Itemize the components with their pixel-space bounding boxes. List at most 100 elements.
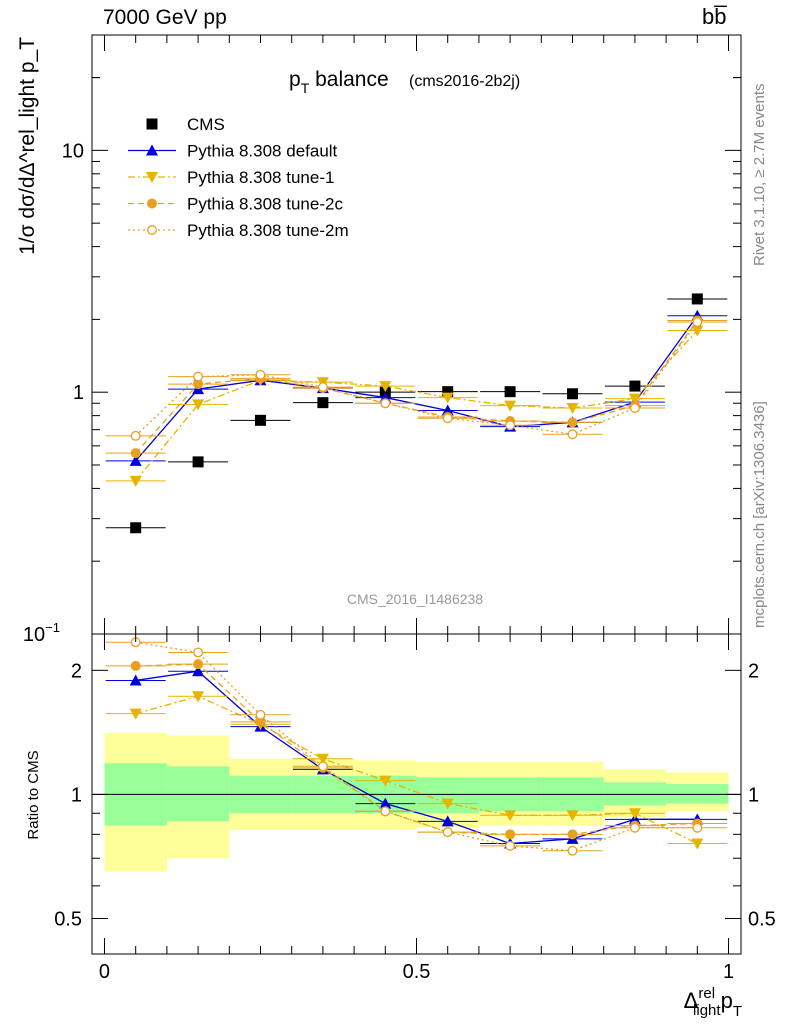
main-y-axis-label: 1/σ dσ/dΔ^rel_light p_T	[16, 37, 39, 255]
main-data-point	[442, 386, 454, 398]
chart-title-main: p	[289, 68, 301, 91]
main-data-point	[567, 388, 579, 400]
ratio-data-point	[129, 708, 142, 720]
main-data-point	[567, 417, 578, 428]
ratio-data-point	[566, 810, 579, 822]
analysis-watermark: CMS_2016_I1486238	[347, 591, 483, 607]
main-data-point	[129, 454, 142, 466]
main-data-point	[505, 420, 516, 431]
ratio-band-inner	[603, 782, 667, 806]
ratio-data-point	[192, 691, 205, 703]
main-data-point	[566, 403, 579, 415]
legend-label: Pythia 8.308 default	[187, 142, 338, 161]
main-data-point	[192, 456, 204, 468]
main-data-point	[567, 429, 578, 440]
main-data-point	[629, 403, 640, 413]
main-y-tick-label: 10−1	[23, 620, 60, 646]
main-series-line	[135, 320, 698, 454]
main-data-point	[192, 399, 205, 411]
ratio-y-tick-label-right: 2	[748, 660, 759, 682]
ratio-data-point	[567, 829, 578, 840]
ratio-data-point	[192, 665, 205, 677]
x-axis-label-tail-sub: T	[733, 1003, 742, 1020]
main-data-point	[130, 430, 141, 441]
ratio-data-point	[129, 674, 142, 686]
main-data-point	[504, 400, 517, 412]
legend-label: Pythia 8.308 tune-2m	[187, 221, 349, 240]
ratio-data-point	[692, 822, 703, 833]
x-axis-label-main: Δ	[684, 988, 699, 1013]
main-data-point	[317, 382, 328, 393]
legend-marker	[146, 118, 158, 130]
main-data-point	[130, 522, 142, 534]
header-process: 7000 GeV pp	[103, 6, 227, 29]
ratio-y-axis-label: Ratio to CMS	[25, 750, 42, 839]
ratio-data-point	[380, 806, 391, 817]
main-data-point	[691, 293, 703, 305]
main-data-point	[442, 413, 453, 424]
main-data-point	[193, 371, 204, 382]
ratio-data-point	[130, 660, 141, 671]
chart-title: pT balance	[289, 68, 389, 96]
main-data-point	[691, 325, 704, 337]
main-y-tick-exponent: −1	[45, 620, 60, 635]
main-data-point	[629, 380, 641, 392]
legend-label: Pythia 8.308 tune-2c	[187, 195, 343, 214]
legend-marker	[147, 225, 157, 235]
ratio-y-tick-label: 2	[71, 660, 82, 682]
ratio-y-tick-label: 0.5	[54, 908, 82, 930]
x-axis-label: Δrel lightpT	[684, 985, 742, 1020]
ratio-data-point	[379, 797, 392, 809]
main-data-point	[441, 392, 454, 404]
ratio-data-point	[629, 822, 640, 833]
main-data-point	[380, 398, 391, 409]
header-final-state: bb̅	[702, 4, 727, 29]
main-data-point	[692, 317, 703, 328]
ratio-y-tick-label-right: 1	[748, 784, 759, 806]
ratio-y-tick-label-right: 0.5	[748, 908, 776, 930]
main-series-line	[135, 321, 698, 437]
ratio-series-line	[135, 695, 698, 845]
ratio-data-point	[442, 827, 453, 838]
ratio-data-point	[255, 716, 266, 727]
ratio-y-tick-label: 1	[71, 784, 82, 806]
legend-marker	[147, 198, 157, 209]
main-data-point	[379, 381, 392, 393]
x-tick-label: 1	[723, 961, 734, 983]
x-axis-label-tail: p	[721, 988, 733, 1013]
ratio-series-line	[135, 663, 698, 835]
ratio-data-point	[505, 829, 516, 840]
ratio-series-line	[135, 670, 698, 845]
ratio-data-point	[441, 815, 454, 827]
ratio-data-point	[317, 761, 328, 772]
ratio-data-point	[255, 709, 266, 720]
x-tick-label: 0.5	[403, 961, 431, 983]
main-y-tick-label: 1	[73, 382, 84, 404]
main-y-tick-label: 10	[62, 140, 84, 162]
ratio-data-point	[193, 659, 204, 670]
x-axis-label-sub: light	[693, 1002, 721, 1019]
ratio-data-point	[316, 753, 329, 765]
legend-label: Pythia 8.308 tune-1	[187, 168, 334, 187]
ratio-data-point	[379, 775, 392, 787]
main-data-point	[317, 397, 329, 409]
ratio-data-point	[441, 798, 454, 810]
main-series-line	[135, 330, 698, 482]
x-tick-label: 0	[99, 961, 110, 983]
ratio-data-point	[193, 647, 204, 658]
legend-marker	[146, 144, 158, 156]
main-data-point	[628, 393, 641, 405]
ratio-data-point	[691, 838, 704, 850]
chart-title-sub: T	[301, 80, 310, 96]
main-series-line	[135, 315, 698, 462]
main-data-point	[504, 386, 516, 398]
legend-marker	[146, 172, 158, 183]
ratio-band-inner	[666, 783, 729, 804]
x-axis-label-sup: rel	[698, 985, 715, 1002]
main-data-point	[254, 414, 266, 426]
ratio-band-inner	[166, 766, 230, 822]
ratio-data-point	[567, 845, 578, 856]
main-data-point	[255, 369, 266, 380]
legend-label: CMS	[187, 115, 225, 134]
